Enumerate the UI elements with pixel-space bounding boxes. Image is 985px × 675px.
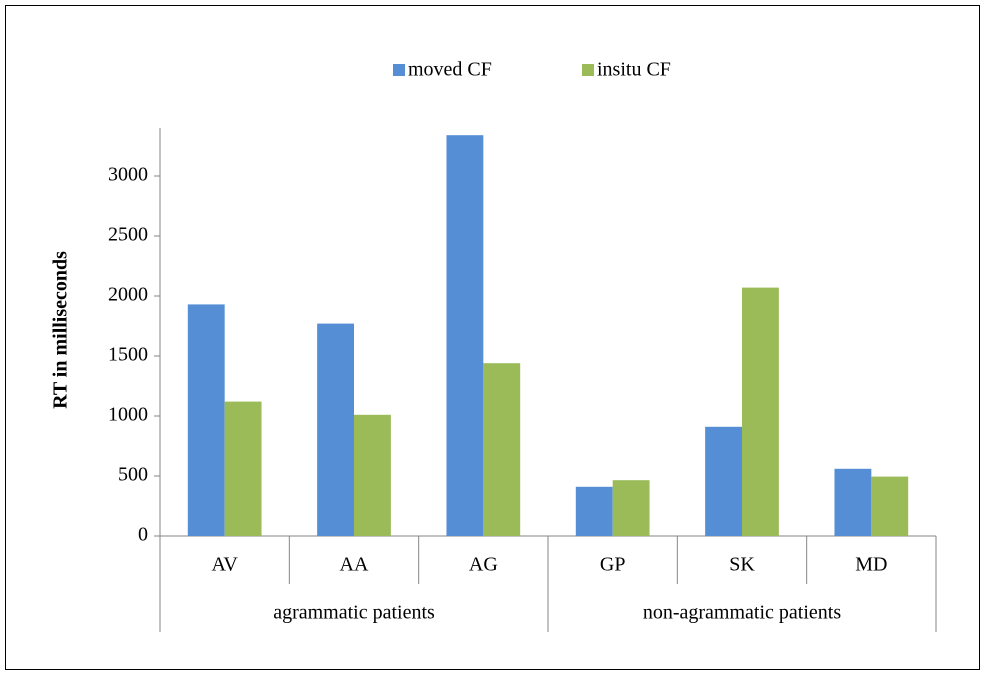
y-tick-label: 0 [138, 524, 148, 546]
y-tick-label: 1000 [108, 404, 148, 426]
x-tick-label: AA [340, 554, 369, 576]
group-label: agrammatic patients [273, 602, 435, 624]
bar [612, 480, 650, 536]
bar [446, 135, 484, 536]
bar [224, 401, 262, 536]
x-tick-label: GP [600, 554, 626, 576]
y-tick-label: 2000 [108, 284, 148, 306]
y-tick-label: 3000 [108, 164, 148, 186]
bar [575, 486, 613, 536]
y-tick-label: 2500 [108, 224, 148, 246]
legend-swatch [393, 64, 405, 76]
bar [871, 476, 909, 536]
x-tick-label: AV [212, 554, 239, 576]
y-tick-label: 500 [118, 464, 148, 486]
bar [742, 287, 779, 536]
chart-frame [5, 5, 980, 670]
bar [834, 468, 872, 536]
y-tick-label: 1500 [108, 344, 148, 366]
legend-label: insitu CF [597, 59, 671, 81]
x-tick-label: MD [855, 554, 887, 576]
group-label: non-agrammatic patients [643, 602, 841, 624]
x-tick-label: AG [469, 554, 498, 576]
legend-swatch [582, 64, 594, 76]
bar [705, 426, 742, 536]
bar [187, 304, 225, 536]
x-tick-label: SK [729, 554, 755, 576]
bar [354, 414, 391, 536]
bar [317, 323, 354, 536]
bar [483, 363, 521, 536]
legend-label: moved CF [408, 59, 492, 81]
y-axis-label: RT in milliseconds [50, 251, 72, 409]
